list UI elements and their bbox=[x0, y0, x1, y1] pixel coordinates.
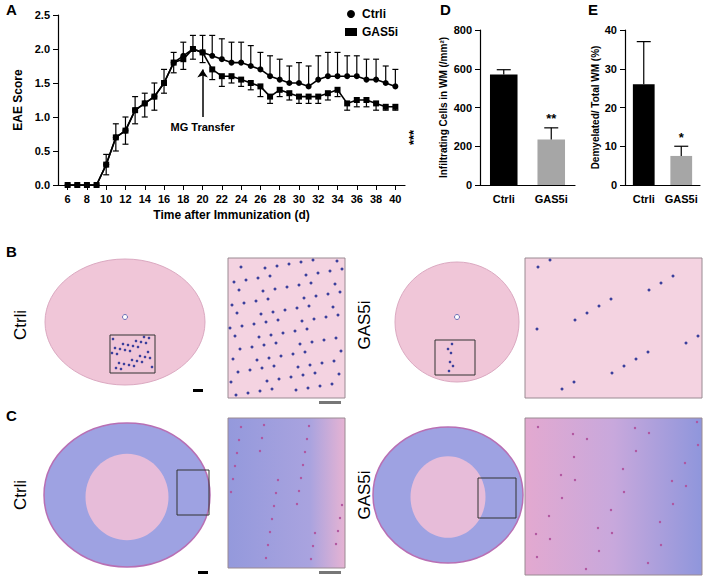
svg-text:Ctrli: Ctrli bbox=[362, 7, 386, 21]
svg-text:Ctrli: Ctrli bbox=[633, 193, 655, 205]
svg-text:30: 30 bbox=[293, 193, 305, 205]
svg-text:22: 22 bbox=[216, 193, 228, 205]
svg-text:20: 20 bbox=[605, 102, 617, 114]
svg-text:MG Transfer: MG Transfer bbox=[170, 121, 235, 133]
svg-text:6: 6 bbox=[65, 193, 71, 205]
svg-text:18: 18 bbox=[177, 193, 189, 205]
svg-text:0: 0 bbox=[466, 179, 472, 191]
svg-text:B: B bbox=[6, 243, 17, 260]
svg-text:10: 10 bbox=[100, 193, 112, 205]
svg-text:Ctrli: Ctrli bbox=[493, 193, 515, 205]
svg-text:40: 40 bbox=[605, 24, 617, 36]
svg-text:Demyelated/ Total WM (%): Demyelated/ Total WM (%) bbox=[590, 46, 601, 170]
svg-text:Infiltrating Cells in WM (/mm²: Infiltrating Cells in WM (/mm²) bbox=[438, 37, 449, 178]
svg-text:28: 28 bbox=[274, 193, 286, 205]
svg-text:10: 10 bbox=[605, 140, 617, 152]
svg-text:800: 800 bbox=[454, 24, 472, 36]
svg-text:0: 0 bbox=[611, 179, 617, 191]
svg-text:GAS5i: GAS5i bbox=[355, 470, 374, 519]
svg-text:GAS5i: GAS5i bbox=[355, 300, 374, 349]
svg-text:200: 200 bbox=[454, 140, 472, 152]
svg-text:GAS5i: GAS5i bbox=[362, 25, 398, 39]
svg-text:*: * bbox=[679, 130, 685, 145]
svg-text:600: 600 bbox=[454, 63, 472, 75]
svg-text:C: C bbox=[6, 407, 17, 424]
svg-text:14: 14 bbox=[139, 193, 152, 205]
svg-text:0.0: 0.0 bbox=[35, 179, 50, 191]
svg-text:EAE Score: EAE Score bbox=[11, 69, 25, 131]
svg-text:24: 24 bbox=[235, 193, 248, 205]
svg-text:8: 8 bbox=[84, 193, 90, 205]
svg-text:***: *** bbox=[406, 129, 421, 145]
svg-text:12: 12 bbox=[119, 193, 131, 205]
svg-text:2.5: 2.5 bbox=[35, 9, 50, 21]
svg-text:38: 38 bbox=[370, 193, 382, 205]
svg-text:GAS5i: GAS5i bbox=[665, 193, 698, 205]
svg-text:400: 400 bbox=[454, 102, 472, 114]
svg-text:20: 20 bbox=[196, 193, 208, 205]
svg-text:Ctrli: Ctrli bbox=[11, 310, 30, 340]
svg-text:30: 30 bbox=[605, 63, 617, 75]
svg-text:40: 40 bbox=[389, 193, 401, 205]
svg-text:E: E bbox=[588, 1, 598, 18]
svg-text:16: 16 bbox=[158, 193, 170, 205]
svg-text:Ctrli: Ctrli bbox=[11, 480, 30, 510]
svg-text:GAS5i: GAS5i bbox=[535, 193, 568, 205]
svg-text:**: ** bbox=[546, 111, 557, 126]
svg-text:Time after Immunization (d): Time after Immunization (d) bbox=[153, 208, 309, 222]
svg-text:0.5: 0.5 bbox=[35, 145, 50, 157]
svg-text:D: D bbox=[440, 1, 451, 18]
svg-text:1.5: 1.5 bbox=[35, 77, 50, 89]
svg-text:A: A bbox=[6, 1, 17, 18]
svg-text:26: 26 bbox=[254, 193, 266, 205]
svg-text:34: 34 bbox=[331, 193, 344, 205]
svg-text:2.0: 2.0 bbox=[35, 43, 50, 55]
svg-text:1.0: 1.0 bbox=[35, 111, 50, 123]
svg-text:36: 36 bbox=[351, 193, 363, 205]
svg-text:32: 32 bbox=[312, 193, 324, 205]
